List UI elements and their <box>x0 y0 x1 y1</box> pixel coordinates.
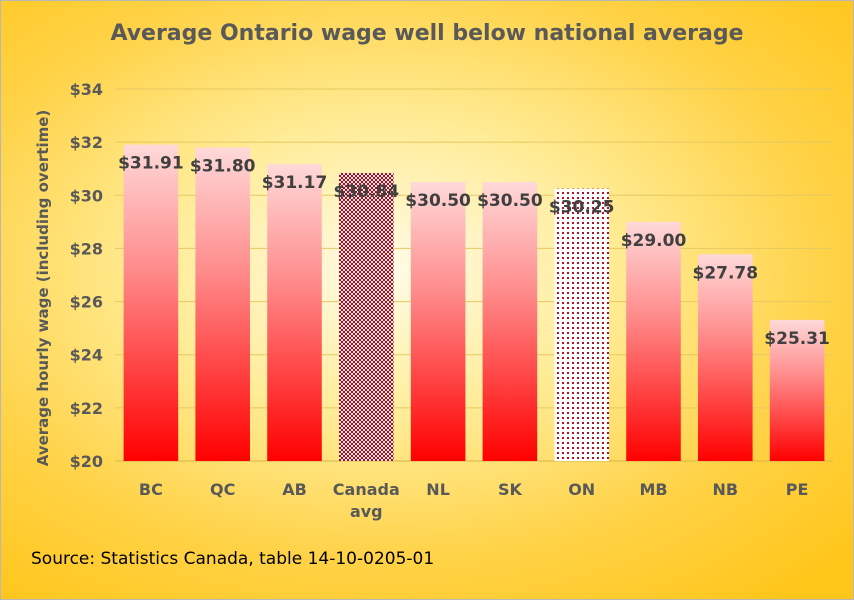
data-label: $29.00 <box>621 231 687 251</box>
data-label: $30.84 <box>333 182 399 202</box>
y-tick-label: $30 <box>70 186 103 205</box>
x-tick-label: AB <box>282 480 307 499</box>
y-tick-label: $26 <box>70 293 103 312</box>
bar <box>482 182 538 461</box>
data-label: $31.17 <box>262 173 328 193</box>
y-tick-label: $20 <box>70 452 103 471</box>
chart-title: Average Ontario wage well below national… <box>110 21 744 46</box>
x-tick-label: NB <box>713 480 739 499</box>
data-label: $30.25 <box>549 198 615 218</box>
data-label: $30.50 <box>405 191 471 211</box>
bar <box>698 254 753 461</box>
bar <box>769 319 825 461</box>
x-tick-label: ON <box>568 480 595 499</box>
y-tick-label: $28 <box>70 239 103 258</box>
data-label: $27.78 <box>692 263 758 283</box>
x-tick-label: Canada <box>333 480 400 499</box>
data-label: $30.50 <box>477 191 543 211</box>
source-note: Source: Statistics Canada, table 14-10-0… <box>31 549 435 569</box>
bar <box>339 172 394 462</box>
bar <box>267 164 322 461</box>
x-tick-label: QC <box>210 480 235 499</box>
x-tick-label: PE <box>786 480 809 499</box>
x-tick-label: MB <box>639 480 667 499</box>
bar <box>410 182 466 461</box>
x-tick-label: SK <box>498 480 523 499</box>
y-tick-label: $22 <box>70 399 103 418</box>
x-tick-label: NL <box>426 480 450 499</box>
x-tick-label: BC <box>139 480 163 499</box>
data-label: $31.80 <box>190 156 256 176</box>
bar <box>554 188 609 461</box>
bar <box>626 221 681 461</box>
bar <box>123 144 179 461</box>
x-tick-label: avg <box>350 502 383 521</box>
bar <box>195 147 250 461</box>
data-label: $31.91 <box>118 154 184 174</box>
y-tick-label: $24 <box>70 346 103 365</box>
data-label: $25.31 <box>764 329 830 349</box>
y-tick-label: $32 <box>70 133 103 152</box>
y-tick-label: $34 <box>70 80 103 99</box>
